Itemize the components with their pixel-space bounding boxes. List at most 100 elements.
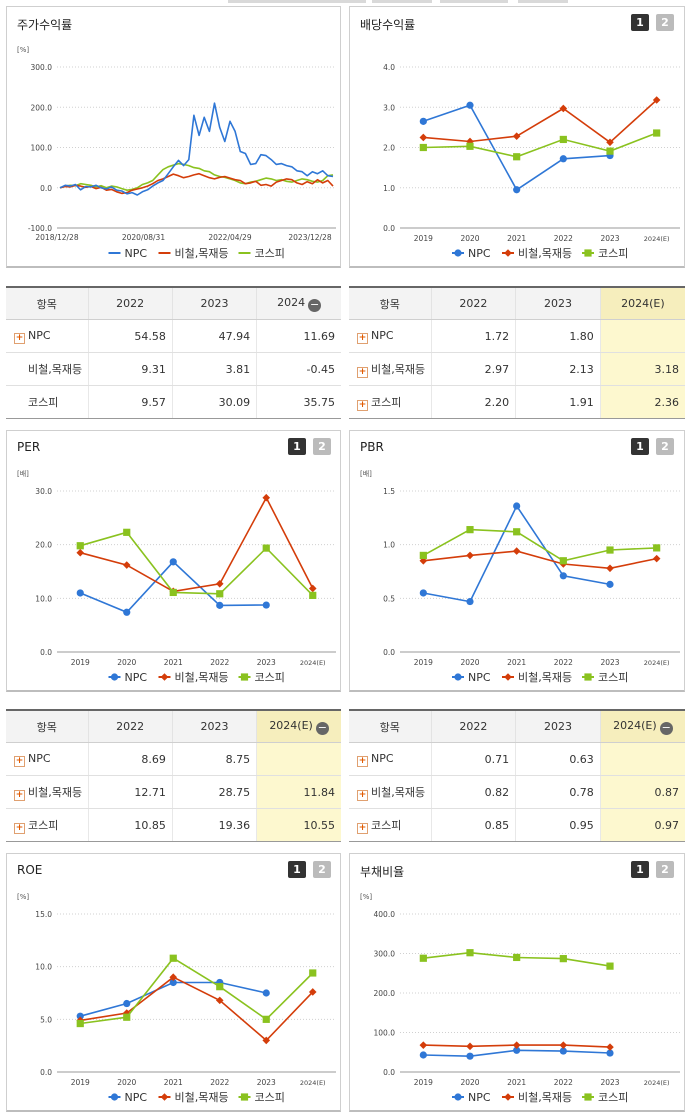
data-point [653, 129, 661, 137]
header-label: 2022 [459, 297, 488, 310]
data-point [513, 528, 521, 536]
table-row: + NPC 1.72 1.80 [349, 319, 685, 353]
data-point [309, 591, 317, 599]
legend-item-npc[interactable]: NPC [452, 671, 491, 684]
view-2-button[interactable]: 2 [656, 438, 674, 455]
data-point [606, 138, 614, 147]
legend-item-npc[interactable]: NPC [452, 1091, 491, 1104]
x-tick-label: 2019 [414, 234, 433, 243]
series-line [423, 550, 657, 570]
row-label: NPC [371, 328, 394, 342]
expand-plus-icon[interactable]: + [14, 789, 25, 801]
legend-item-sector[interactable]: 비철,목재등 [158, 671, 229, 684]
minus-circle-icon[interactable]: − [308, 297, 322, 312]
unit-label: [배] [17, 469, 29, 478]
expand-plus-icon[interactable]: + [14, 755, 25, 767]
legend-item-kospi[interactable]: 코스피 [582, 247, 628, 260]
header-year: 2022 [87, 288, 173, 320]
data-point [606, 962, 614, 970]
row-label-cell[interactable]: + NPC [6, 319, 88, 353]
legend-item-npc[interactable]: NPC [108, 671, 148, 684]
row-label-cell[interactable]: + 코스피 [349, 386, 431, 419]
header-label: 항목 [379, 720, 400, 734]
panel-per: PER 1 2 [배] 30.0 20.0 10.0 0.0 2019 2020 2021 20… [6, 430, 341, 692]
data-point [419, 954, 427, 962]
row-label-cell[interactable]: + 비철,목재등 [349, 775, 431, 809]
expand-plus-icon[interactable]: + [357, 822, 368, 834]
view-1-button[interactable]: 1 [631, 14, 649, 31]
expand-plus-icon[interactable]: + [14, 332, 25, 344]
legend-item-npc[interactable]: NPC [108, 1091, 148, 1104]
view-2-button[interactable]: 2 [313, 438, 331, 455]
legend-marker [240, 1093, 249, 1101]
view-2-button[interactable]: 2 [656, 14, 674, 31]
x-tick-label: 2022 [554, 1078, 573, 1087]
legend-item-kospi[interactable]: 코스피 [582, 671, 628, 684]
data-point [466, 101, 474, 109]
data-point [419, 551, 427, 559]
y-tick-label: 15.0 [35, 910, 52, 919]
legend-item-sector[interactable]: 비철,목재등 [158, 1091, 229, 1104]
header-label: 항목 [36, 720, 57, 734]
view-1-button[interactable]: 1 [631, 861, 649, 878]
legend-item-sector[interactable]: 비철,목재등 [158, 247, 229, 260]
panel-roe: ROE 1 2 [%] 15.0 10.0 5.0 0.0 2019 2020 2021 202… [6, 853, 341, 1112]
expand-plus-icon[interactable]: + [357, 332, 368, 344]
row-label-cell[interactable]: + NPC [349, 742, 431, 776]
minus-circle-icon[interactable]: − [315, 720, 329, 735]
legend-label: 코스피 [255, 247, 285, 260]
data-point [513, 1046, 521, 1054]
row-label-cell[interactable]: + 비철,목재등 [6, 775, 88, 809]
row-label-cell[interactable]: + 코스피 [6, 809, 88, 842]
legend-marker [584, 249, 592, 257]
value-cell: 11.84 [256, 775, 341, 809]
roe-chart: [%] 15.0 10.0 5.0 0.0 2019 2020 2021 2022 2023 202… [17, 893, 336, 1104]
view-1-button[interactable]: 1 [288, 861, 306, 878]
value-cell: 2.20 [430, 385, 516, 418]
pbr-table: 항목 2022 2023 2024(E) − + NPC 0.71 0.63 + 비철,목재등 0.8… [349, 709, 685, 842]
row-label-cell[interactable]: + NPC [6, 742, 88, 776]
legend-label: 비철,목재등 [518, 247, 572, 260]
y-tick-label: 1.5 [383, 487, 395, 496]
legend-item-kospi[interactable]: 코스피 [238, 671, 285, 684]
data-point [262, 493, 271, 502]
legend-item-sector[interactable]: 비철,목재등 [502, 671, 572, 684]
legend-item-kospi[interactable]: 코스피 [238, 247, 285, 260]
view-2-button[interactable]: 2 [313, 861, 331, 878]
view-1-button[interactable]: 1 [288, 438, 306, 455]
legend-item-npc[interactable]: NPC [452, 247, 491, 260]
header-label: 2024(E) [269, 718, 313, 732]
data-point [215, 579, 224, 588]
x-tick-label: 2022 [554, 234, 573, 243]
y-tick-label: 4.0 [383, 63, 395, 72]
legend-marker [504, 1093, 512, 1101]
value-cell [599, 319, 685, 353]
data-point [513, 502, 521, 510]
expand-plus-icon[interactable]: + [357, 789, 368, 801]
x-tick-label: 2019 [71, 658, 90, 667]
row-label-cell[interactable]: + 코스피 [349, 809, 431, 842]
legend-item-kospi[interactable]: 코스피 [582, 1091, 628, 1104]
minus-circle-icon[interactable]: − [659, 720, 673, 735]
row-label-cell[interactable]: + 비철,목재등 [349, 352, 431, 386]
y-tick-label: 0.0 [383, 1068, 395, 1077]
expand-plus-icon[interactable]: + [14, 822, 25, 834]
row-label: 비철,목재등 [371, 785, 426, 799]
view-1-button[interactable]: 1 [631, 438, 649, 455]
expand-plus-icon[interactable]: + [357, 755, 368, 767]
expand-plus-icon[interactable]: + [357, 366, 368, 378]
dividend-table: 항목 2022 2023 2024(E) + NPC 1.72 1.80 + 비철,목재등 2.97… [349, 286, 685, 419]
legend-item-sector[interactable]: 비철,목재등 [502, 247, 572, 260]
data-table: 항목 2022 2023 2024(E) − + NPC 0.71 0.63 + 비철,목재등 0.8… [349, 711, 685, 841]
panel-debt: 부채비율 1 2 [%] 400.0 300.0 200.0 100.0 0.0 2019 2… [349, 853, 685, 1112]
legend-label: 비철,목재등 [175, 1091, 229, 1104]
legend-item-npc[interactable]: NPC [108, 247, 148, 260]
view-2-button[interactable]: 2 [656, 861, 674, 878]
x-tick-label: 2021 [507, 1078, 526, 1087]
legend-item-sector[interactable]: 비철,목재등 [502, 1091, 572, 1104]
expand-plus-icon[interactable]: + [357, 399, 368, 411]
legend-item-kospi[interactable]: 코스피 [238, 1091, 285, 1104]
data-point [308, 584, 317, 593]
row-label-cell[interactable]: + NPC [349, 319, 431, 353]
data-point [215, 996, 224, 1005]
